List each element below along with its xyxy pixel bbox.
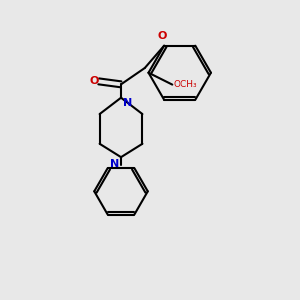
Text: OCH₃: OCH₃: [174, 80, 197, 89]
Text: N: N: [110, 159, 119, 169]
Text: O: O: [90, 76, 99, 86]
Text: N: N: [122, 98, 132, 108]
Text: O: O: [158, 31, 167, 41]
